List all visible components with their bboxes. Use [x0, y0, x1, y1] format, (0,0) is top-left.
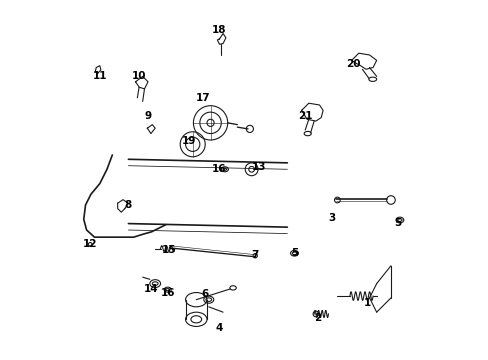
Text: 11: 11: [92, 71, 107, 81]
Text: 19: 19: [182, 136, 196, 146]
Text: 2: 2: [313, 312, 321, 323]
Text: 17: 17: [196, 93, 210, 103]
Text: 14: 14: [144, 284, 159, 294]
Text: 7: 7: [251, 250, 258, 260]
Text: 16: 16: [212, 164, 226, 174]
Text: 18: 18: [212, 25, 226, 35]
Text: 9: 9: [144, 111, 151, 121]
Text: 16: 16: [160, 288, 175, 297]
Text: 15: 15: [162, 245, 176, 255]
Text: 6: 6: [201, 289, 208, 299]
Text: 12: 12: [83, 239, 97, 249]
Text: 20: 20: [346, 59, 360, 69]
Text: 10: 10: [132, 71, 146, 81]
Text: 8: 8: [124, 200, 132, 210]
Text: 5: 5: [394, 218, 401, 228]
Text: 5: 5: [290, 248, 298, 258]
Text: 21: 21: [297, 111, 312, 121]
Text: 13: 13: [251, 162, 265, 172]
Text: 1: 1: [364, 298, 370, 308]
Text: 3: 3: [328, 212, 335, 222]
Text: 4: 4: [215, 323, 223, 333]
